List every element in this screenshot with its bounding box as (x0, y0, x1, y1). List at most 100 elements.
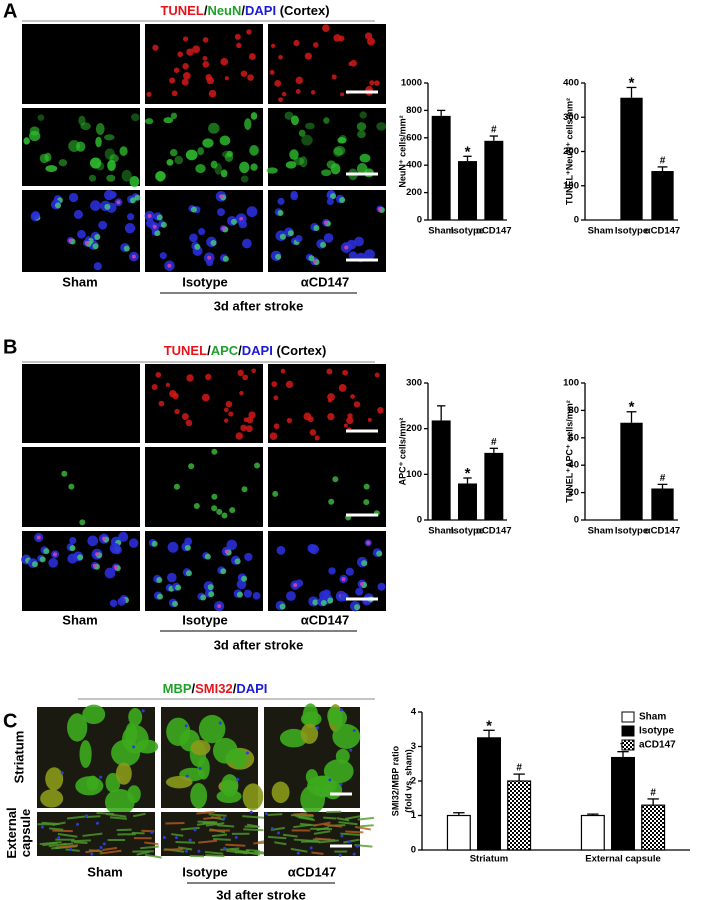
cell (243, 589, 252, 598)
bundle (166, 717, 191, 746)
nucleus (270, 827, 274, 831)
cell (221, 226, 226, 231)
y-tick-label: 1 (411, 810, 417, 821)
cell (323, 117, 330, 124)
fiber (86, 815, 101, 819)
error-bar (436, 109, 446, 116)
cell (367, 417, 372, 422)
bar (641, 804, 666, 851)
bundle (190, 740, 211, 756)
cell (241, 575, 248, 582)
cell (39, 556, 46, 563)
cell (190, 206, 197, 213)
nucleus (315, 726, 319, 730)
cell (310, 90, 316, 95)
cell (346, 416, 354, 425)
y-tick-label: 60 (568, 432, 579, 443)
y-tick-label: 40 (568, 460, 579, 471)
cell (303, 412, 312, 421)
cell (223, 407, 229, 413)
cell (207, 584, 214, 591)
cell (250, 112, 258, 120)
cell (163, 117, 174, 124)
y-tick-label: 100 (563, 378, 579, 389)
stain-title-part: TUNEL (160, 3, 203, 18)
significance-mark: * (465, 465, 471, 482)
cell (284, 111, 294, 120)
cell (308, 255, 315, 262)
cell (211, 505, 218, 512)
cell (350, 394, 355, 399)
stain-title-part: SMI32 (195, 681, 233, 696)
cell (366, 540, 371, 545)
y-axis-label: TUNEL⁺APC⁺ cells/mm² (564, 400, 574, 503)
cell (248, 411, 256, 419)
micrograph (268, 364, 386, 443)
cell (219, 194, 224, 199)
bundle (82, 704, 106, 725)
cell (359, 153, 371, 163)
stain-title-part: / (233, 681, 237, 696)
cell (246, 206, 258, 218)
fiber (205, 822, 225, 827)
stain-title-part: / (192, 681, 196, 696)
cell (293, 39, 300, 47)
y-tick-label: 0 (417, 215, 422, 226)
cell (159, 252, 167, 260)
fiber (318, 839, 339, 844)
stain-title-part: DAPI (242, 343, 273, 358)
condition-label: αCD147 (301, 274, 349, 289)
cell (124, 223, 136, 234)
nucleus (99, 845, 103, 849)
x-tick-label: External capsule (585, 854, 661, 865)
bundle (300, 723, 319, 744)
bar (580, 814, 605, 851)
cell (201, 393, 210, 402)
cell (131, 113, 140, 122)
cell (128, 538, 139, 548)
cell (116, 200, 121, 205)
cell (182, 63, 189, 70)
cell (250, 163, 258, 171)
fiber (343, 838, 360, 844)
cell (104, 134, 115, 141)
cell (376, 122, 387, 131)
cell (104, 203, 111, 210)
y-tick-label: 100 (563, 180, 579, 191)
cell (155, 372, 162, 378)
cell (326, 197, 334, 206)
error-bar (626, 86, 637, 98)
cell (239, 216, 244, 221)
error-bar (617, 751, 629, 758)
fiber (338, 821, 358, 826)
significance-mark: * (486, 717, 492, 734)
group-label: 3d after stroke (214, 298, 304, 313)
cell (169, 77, 176, 84)
cell (285, 380, 294, 389)
cell (320, 241, 327, 248)
cell (173, 483, 180, 490)
fiber (243, 828, 264, 832)
micrograph (268, 447, 386, 527)
nucleus (95, 821, 99, 825)
cell (94, 233, 101, 240)
cell (217, 604, 222, 609)
cell (230, 218, 237, 225)
bundle (212, 737, 238, 764)
panel-letter: A (3, 0, 17, 22)
error-bar (463, 477, 472, 484)
fiber (85, 849, 100, 854)
cell (326, 160, 336, 169)
cell (172, 600, 179, 607)
cell (207, 255, 212, 260)
cell (220, 568, 227, 575)
cell (338, 384, 347, 392)
cell (287, 230, 294, 237)
cell (354, 236, 364, 247)
cell (353, 401, 361, 408)
cell (79, 519, 86, 526)
cell (170, 112, 178, 120)
cell (107, 159, 116, 172)
bar (431, 420, 451, 520)
